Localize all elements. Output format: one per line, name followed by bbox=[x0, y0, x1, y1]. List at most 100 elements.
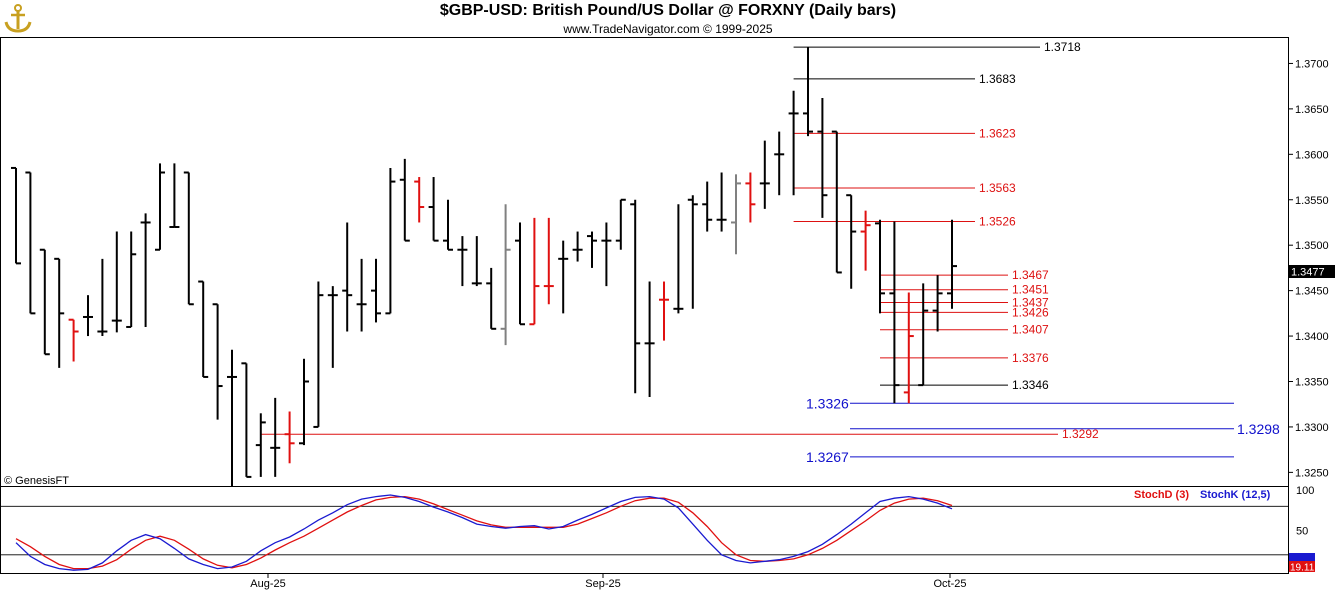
ohlc-bar bbox=[860, 210, 871, 271]
ohlc-bar bbox=[903, 292, 914, 404]
ohlc-bar bbox=[68, 318, 79, 362]
level-label-1.3346: 1.3346 bbox=[1012, 378, 1049, 392]
ohlc-bar bbox=[774, 131, 785, 196]
ohlc-bar bbox=[932, 275, 943, 332]
ohlc-bar bbox=[817, 97, 828, 218]
ohlc-bar bbox=[846, 194, 857, 289]
level-label-1.3526: 1.3526 bbox=[979, 215, 1016, 229]
ohlc-bar bbox=[169, 163, 180, 229]
y-tick-label: 1.3500 bbox=[1295, 240, 1329, 252]
level-label-1.3426: 1.3426 bbox=[1012, 305, 1049, 319]
level-label-1.3467: 1.3467 bbox=[1012, 268, 1049, 282]
ohlc-bar bbox=[659, 281, 669, 341]
ohlc-bar bbox=[457, 236, 468, 287]
x-tick-label: Aug-25 bbox=[250, 578, 285, 590]
ohlc-bar bbox=[543, 217, 554, 305]
ohlc-bar bbox=[414, 177, 425, 223]
ohlc-bar bbox=[299, 358, 309, 446]
y-tick-label: 1.3600 bbox=[1295, 149, 1329, 161]
y-tick-label: 1.3400 bbox=[1295, 331, 1329, 343]
ohlc-bar bbox=[356, 258, 367, 332]
stoch-value-box bbox=[1289, 553, 1315, 561]
stochk-legend: StochK (12,5) bbox=[1200, 489, 1271, 501]
x-axis-ticks: Aug-25 Sep-25 Oct-25 bbox=[250, 574, 967, 590]
ohlc-bar bbox=[731, 174, 741, 255]
y-tick-label: 1.3350 bbox=[1295, 376, 1329, 388]
ohlc-bar bbox=[371, 258, 381, 323]
level-label-1.3407: 1.3407 bbox=[1012, 323, 1049, 337]
ohlc-bars bbox=[11, 47, 957, 486]
ohlc-bar bbox=[759, 140, 770, 209]
ohlc-bar bbox=[183, 171, 194, 306]
x-tick-label: Sep-25 bbox=[585, 578, 620, 590]
stoch-tick-label: 100 bbox=[1296, 485, 1314, 497]
level-label-1.3292: 1.3292 bbox=[1062, 427, 1099, 441]
ohlc-bar bbox=[486, 267, 497, 330]
ohlc-bar bbox=[601, 222, 612, 287]
ohlc-bar bbox=[515, 222, 525, 326]
ohlc-bar bbox=[745, 172, 756, 223]
ohlc-bar bbox=[25, 171, 36, 315]
y-axis-ticks: 1.3250 1.3300 1.3350 1.3400 1.3450 1.3500 1.35… bbox=[1288, 58, 1329, 479]
level-lines: 1.37181.36831.36231.35631.35261.34671.34… bbox=[260, 40, 1280, 465]
ohlc-bar bbox=[673, 204, 684, 314]
chart-subtitle: www.TradeNavigator.com © 1999-2025 bbox=[563, 22, 773, 36]
ohlc-bar bbox=[803, 47, 813, 137]
ohlc-bar bbox=[889, 221, 900, 404]
ohlc-bar bbox=[500, 204, 511, 346]
watermark-label: © GenesisFT bbox=[4, 475, 69, 487]
ohlc-bar bbox=[572, 231, 583, 262]
ohlc-bar bbox=[313, 281, 324, 428]
last-price-label: 1.3477 bbox=[1291, 267, 1325, 279]
ohlc-bar bbox=[97, 258, 108, 337]
stochd-legend: StochD (3) bbox=[1134, 489, 1189, 501]
ohlc-bar bbox=[126, 231, 137, 328]
ohlc-bar bbox=[615, 198, 626, 250]
ohlc-bar bbox=[284, 411, 295, 464]
ohlc-bar bbox=[831, 130, 842, 274]
ohlc-bar bbox=[702, 181, 713, 232]
stochk-line bbox=[15, 494, 953, 571]
ohlc-bar bbox=[270, 397, 281, 477]
ohlc-bar bbox=[140, 213, 151, 327]
stoch-tick-label: 50 bbox=[1296, 526, 1308, 538]
ohlc-bar bbox=[227, 349, 237, 486]
y-tick-label: 1.3250 bbox=[1295, 467, 1329, 479]
ohlc-bar bbox=[342, 222, 353, 332]
ohlc-bar bbox=[399, 158, 410, 242]
ohlc-bar bbox=[587, 231, 597, 268]
stochd-line bbox=[15, 495, 953, 570]
ohlc-bar bbox=[471, 236, 482, 287]
ohlc-bar bbox=[788, 90, 799, 196]
level-label-1.3326: 1.3326 bbox=[806, 395, 849, 411]
ohlc-bar bbox=[255, 413, 266, 477]
ohlc-bar bbox=[716, 172, 727, 232]
ohlc-bar bbox=[443, 199, 453, 251]
ohlc-bar bbox=[241, 362, 252, 478]
ohlc-bar bbox=[875, 219, 885, 314]
y-tick-label: 1.3650 bbox=[1295, 104, 1329, 116]
ohlc-bar bbox=[11, 166, 21, 265]
y-tick-label: 1.3550 bbox=[1295, 195, 1329, 207]
stoch-value-label: 19.11 bbox=[1290, 563, 1315, 574]
ohlc-bar bbox=[630, 199, 641, 394]
ohlc-bar bbox=[155, 163, 165, 251]
ohlc-bar bbox=[54, 257, 65, 368]
y-tick-label: 1.3700 bbox=[1295, 58, 1329, 70]
ohlc-bar bbox=[385, 167, 396, 315]
price-panel bbox=[0, 37, 1289, 487]
ohlc-bar bbox=[83, 295, 93, 337]
ohlc-bar bbox=[687, 195, 698, 309]
ohlc-bar bbox=[198, 280, 209, 378]
ohlc-bar bbox=[327, 286, 338, 368]
stoch-value-box-red bbox=[1289, 561, 1315, 572]
level-label-1.3451: 1.3451 bbox=[1012, 283, 1049, 297]
x-tick-label: Oct-25 bbox=[933, 578, 966, 590]
level-label-1.3718: 1.3718 bbox=[1044, 40, 1081, 54]
level-label-1.3437: 1.3437 bbox=[1012, 295, 1049, 309]
ohlc-bar bbox=[558, 240, 569, 314]
level-label-1.3623: 1.3623 bbox=[979, 126, 1016, 140]
level-label-1.3683: 1.3683 bbox=[979, 72, 1016, 86]
ohlc-bar bbox=[644, 281, 655, 397]
